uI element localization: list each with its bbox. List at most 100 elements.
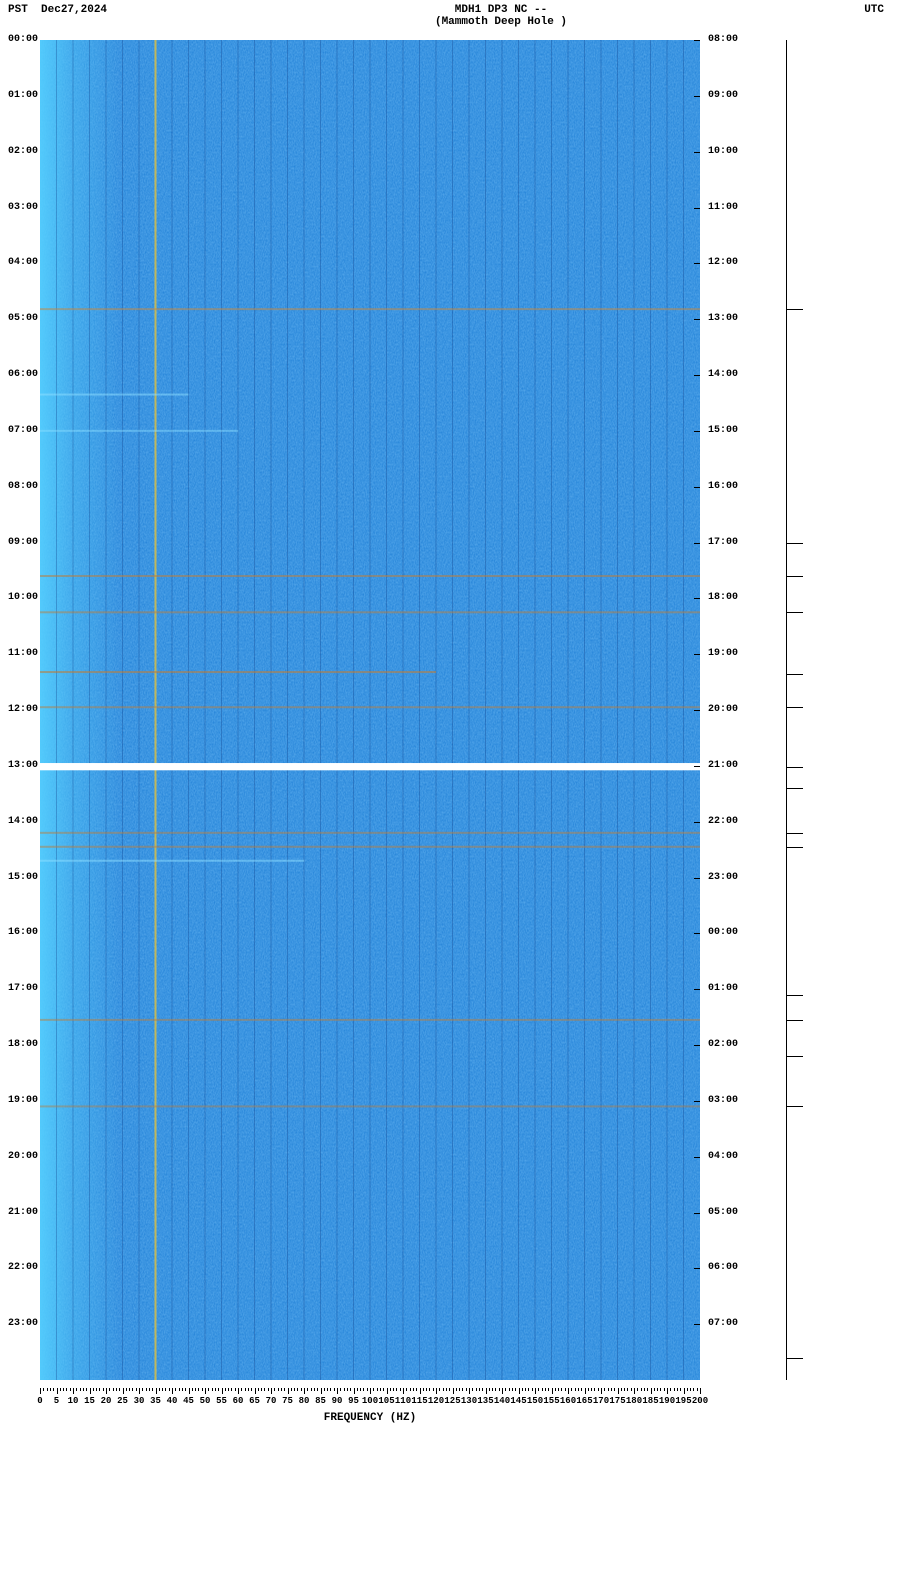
tz-pst: PST xyxy=(8,4,28,16)
pst-hour-label: 05:00 xyxy=(8,313,38,324)
event-tick xyxy=(787,1020,803,1021)
pst-hour-label: 21:00 xyxy=(8,1207,38,1218)
event-tick xyxy=(787,543,803,544)
freq-tick-label: 135 xyxy=(477,1396,493,1406)
event-tick xyxy=(787,707,803,708)
pst-hour-label: 08:00 xyxy=(8,481,38,492)
freq-tick-label: 40 xyxy=(167,1396,178,1406)
utc-hour-label: 04:00 xyxy=(708,1151,738,1162)
utc-hour-label: 03:00 xyxy=(708,1095,738,1106)
utc-hour-label: 16:00 xyxy=(708,481,738,492)
freq-tick-label: 95 xyxy=(348,1396,359,1406)
event-tick-axis xyxy=(786,40,806,1380)
freq-tick-label: 140 xyxy=(494,1396,510,1406)
freq-tick-label: 185 xyxy=(642,1396,658,1406)
utc-hour-label: 06:00 xyxy=(708,1262,738,1273)
freq-tick-label: 55 xyxy=(216,1396,227,1406)
freq-tick-label: 25 xyxy=(117,1396,128,1406)
freq-tick-label: 70 xyxy=(266,1396,277,1406)
pst-hour-label: 01:00 xyxy=(8,90,38,101)
event-tick xyxy=(787,1358,803,1359)
pst-hour-label: 13:00 xyxy=(8,760,38,771)
pst-hour-label: 14:00 xyxy=(8,816,38,827)
freq-tick-label: 175 xyxy=(609,1396,625,1406)
event-tick xyxy=(787,788,803,789)
station-id: MDH1 DP3 NC -- xyxy=(208,4,794,16)
freq-tick-label: 45 xyxy=(183,1396,194,1406)
pst-hour-label: 23:00 xyxy=(8,1318,38,1329)
freq-tick-label: 100 xyxy=(362,1396,378,1406)
pst-hour-label: 15:00 xyxy=(8,872,38,883)
spectrogram-plot: 00:00 01:00 02:00 03:00 04:00 05:00 06:00 07:00… xyxy=(0,30,902,1410)
freq-tick-label: 105 xyxy=(378,1396,394,1406)
header-right: UTC xyxy=(794,4,894,28)
event-tick xyxy=(787,1056,803,1057)
utc-hour-label: 19:00 xyxy=(708,648,738,659)
pst-time-axis: 00:0001:0002:0003:0004:0005:0006:0007:00… xyxy=(0,40,40,1380)
utc-hour-label: 08:00 xyxy=(708,34,738,45)
pst-hour-label: 03:00 xyxy=(8,202,38,213)
utc-hour-label: 02:00 xyxy=(708,1039,738,1050)
utc-hour-label: 00:00 xyxy=(708,927,738,938)
pst-hour-label: 11:00 xyxy=(8,648,38,659)
utc-hour-label: 18:00 xyxy=(708,592,738,603)
frequency-axis: 0510152025303540455055606570758085909510… xyxy=(40,1388,700,1428)
utc-hour-label: 22:00 xyxy=(708,816,738,827)
event-tick xyxy=(787,767,803,768)
utc-hour-label: 23:00 xyxy=(708,872,738,883)
utc-hour-label: 17:00 xyxy=(708,537,738,548)
freq-tick-label: 0 xyxy=(37,1396,42,1406)
pst-hour-label: 06:00 xyxy=(8,369,38,380)
utc-hour-label: 07:00 xyxy=(708,1318,738,1329)
utc-hour-label: 20:00 xyxy=(708,704,738,715)
event-tick xyxy=(787,674,803,675)
pst-hour-label: 04:00 xyxy=(8,257,38,268)
freq-tick-label: 120 xyxy=(428,1396,444,1406)
utc-hour-label: 14:00 xyxy=(708,369,738,380)
utc-hour-label: 15:00 xyxy=(708,425,738,436)
freq-tick-label: 165 xyxy=(576,1396,592,1406)
spectrogram-canvas xyxy=(40,40,700,1380)
pst-hour-label: 09:00 xyxy=(8,537,38,548)
freq-tick-label: 85 xyxy=(315,1396,326,1406)
pst-hour-label: 16:00 xyxy=(8,927,38,938)
freq-tick-label: 200 xyxy=(692,1396,708,1406)
frequency-axis-label: FREQUENCY (HZ) xyxy=(40,1412,700,1424)
freq-tick-label: 180 xyxy=(626,1396,642,1406)
pst-hour-label: 20:00 xyxy=(8,1151,38,1162)
utc-hour-label: 10:00 xyxy=(708,146,738,157)
tz-utc: UTC xyxy=(864,4,884,16)
pst-hour-label: 18:00 xyxy=(8,1039,38,1050)
freq-tick-label: 20 xyxy=(101,1396,112,1406)
header-bar: PST Dec27,2024 MDH1 DP3 NC -- (Mammoth D… xyxy=(0,0,902,30)
freq-tick-label: 80 xyxy=(299,1396,310,1406)
freq-tick-label: 90 xyxy=(332,1396,343,1406)
pst-hour-label: 17:00 xyxy=(8,983,38,994)
pst-hour-label: 12:00 xyxy=(8,704,38,715)
freq-tick-label: 155 xyxy=(543,1396,559,1406)
pst-hour-label: 02:00 xyxy=(8,146,38,157)
freq-tick-label: 30 xyxy=(134,1396,145,1406)
pst-hour-label: 00:00 xyxy=(8,34,38,45)
event-tick xyxy=(787,1106,803,1107)
event-tick xyxy=(787,576,803,577)
event-tick xyxy=(787,847,803,848)
header-center: MDH1 DP3 NC -- (Mammoth Deep Hole ) xyxy=(208,4,794,28)
utc-hour-label: 11:00 xyxy=(708,202,738,213)
event-tick xyxy=(787,309,803,310)
station-name: (Mammoth Deep Hole ) xyxy=(208,16,794,28)
utc-hour-label: 05:00 xyxy=(708,1207,738,1218)
freq-tick-label: 65 xyxy=(249,1396,260,1406)
pst-hour-label: 10:00 xyxy=(8,592,38,603)
utc-hour-label: 21:00 xyxy=(708,760,738,771)
freq-tick-label: 60 xyxy=(233,1396,244,1406)
freq-tick-label: 10 xyxy=(68,1396,79,1406)
freq-tick-label: 145 xyxy=(510,1396,526,1406)
freq-tick-label: 5 xyxy=(54,1396,59,1406)
utc-hour-label: 13:00 xyxy=(708,313,738,324)
event-tick xyxy=(787,612,803,613)
freq-tick-label: 110 xyxy=(395,1396,411,1406)
freq-tick-label: 50 xyxy=(200,1396,211,1406)
freq-tick-label: 195 xyxy=(675,1396,691,1406)
freq-tick-label: 125 xyxy=(444,1396,460,1406)
